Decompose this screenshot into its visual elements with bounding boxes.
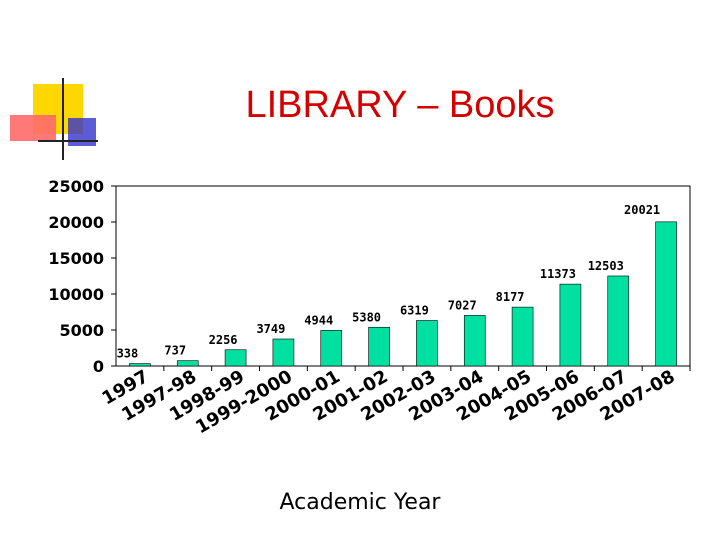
bar [176, 360, 199, 367]
bar [416, 320, 438, 367]
data-label: 4944 [304, 313, 333, 327]
data-label: 7027 [448, 298, 477, 312]
chart-axes [115, 185, 691, 367]
chart-data-labels: 338 737 2256 3749 4944 5380 6319 7027 8177 11373 1… [117, 203, 661, 361]
bar [272, 338, 295, 367]
deco-horizontal-line [38, 140, 98, 142]
bar [463, 315, 486, 367]
data-label: 338 [117, 347, 139, 361]
plot-area-border [115, 185, 691, 367]
chart-y-ticks: 0 5000 10000 15000 20000 25000 [48, 177, 116, 376]
data-label: 11373 [540, 267, 576, 281]
y-tick-label: 0 [93, 357, 104, 376]
deco-vertical-line [62, 78, 64, 160]
data-label: 20021 [624, 203, 660, 217]
chart-bars [129, 221, 677, 367]
bar [655, 221, 677, 367]
bar [224, 349, 247, 367]
data-label: 2256 [209, 333, 238, 347]
y-tick-label: 10000 [48, 285, 104, 304]
data-label: 12503 [588, 259, 624, 273]
bar [129, 363, 151, 367]
slide-title: LIBRARY – Books [245, 84, 555, 126]
y-tick-label: 25000 [48, 177, 104, 196]
data-label: 737 [164, 344, 186, 358]
data-label: 6319 [400, 304, 429, 318]
data-label: 8177 [496, 290, 525, 304]
x-axis-label: Academic Year [279, 490, 441, 515]
data-label: 3749 [256, 322, 285, 336]
bar [559, 283, 582, 367]
bar [320, 330, 343, 367]
chart-x-ticks: 19971997-981998-991999-20002000-012001-0… [99, 366, 691, 438]
bar [368, 326, 390, 367]
y-tick-label: 20000 [48, 213, 104, 232]
deco-red-square [10, 115, 56, 141]
bar [511, 306, 534, 367]
y-tick-label: 15000 [48, 249, 104, 268]
bar [607, 275, 630, 367]
y-tick-label: 5000 [59, 321, 104, 340]
data-label: 5380 [352, 310, 381, 324]
